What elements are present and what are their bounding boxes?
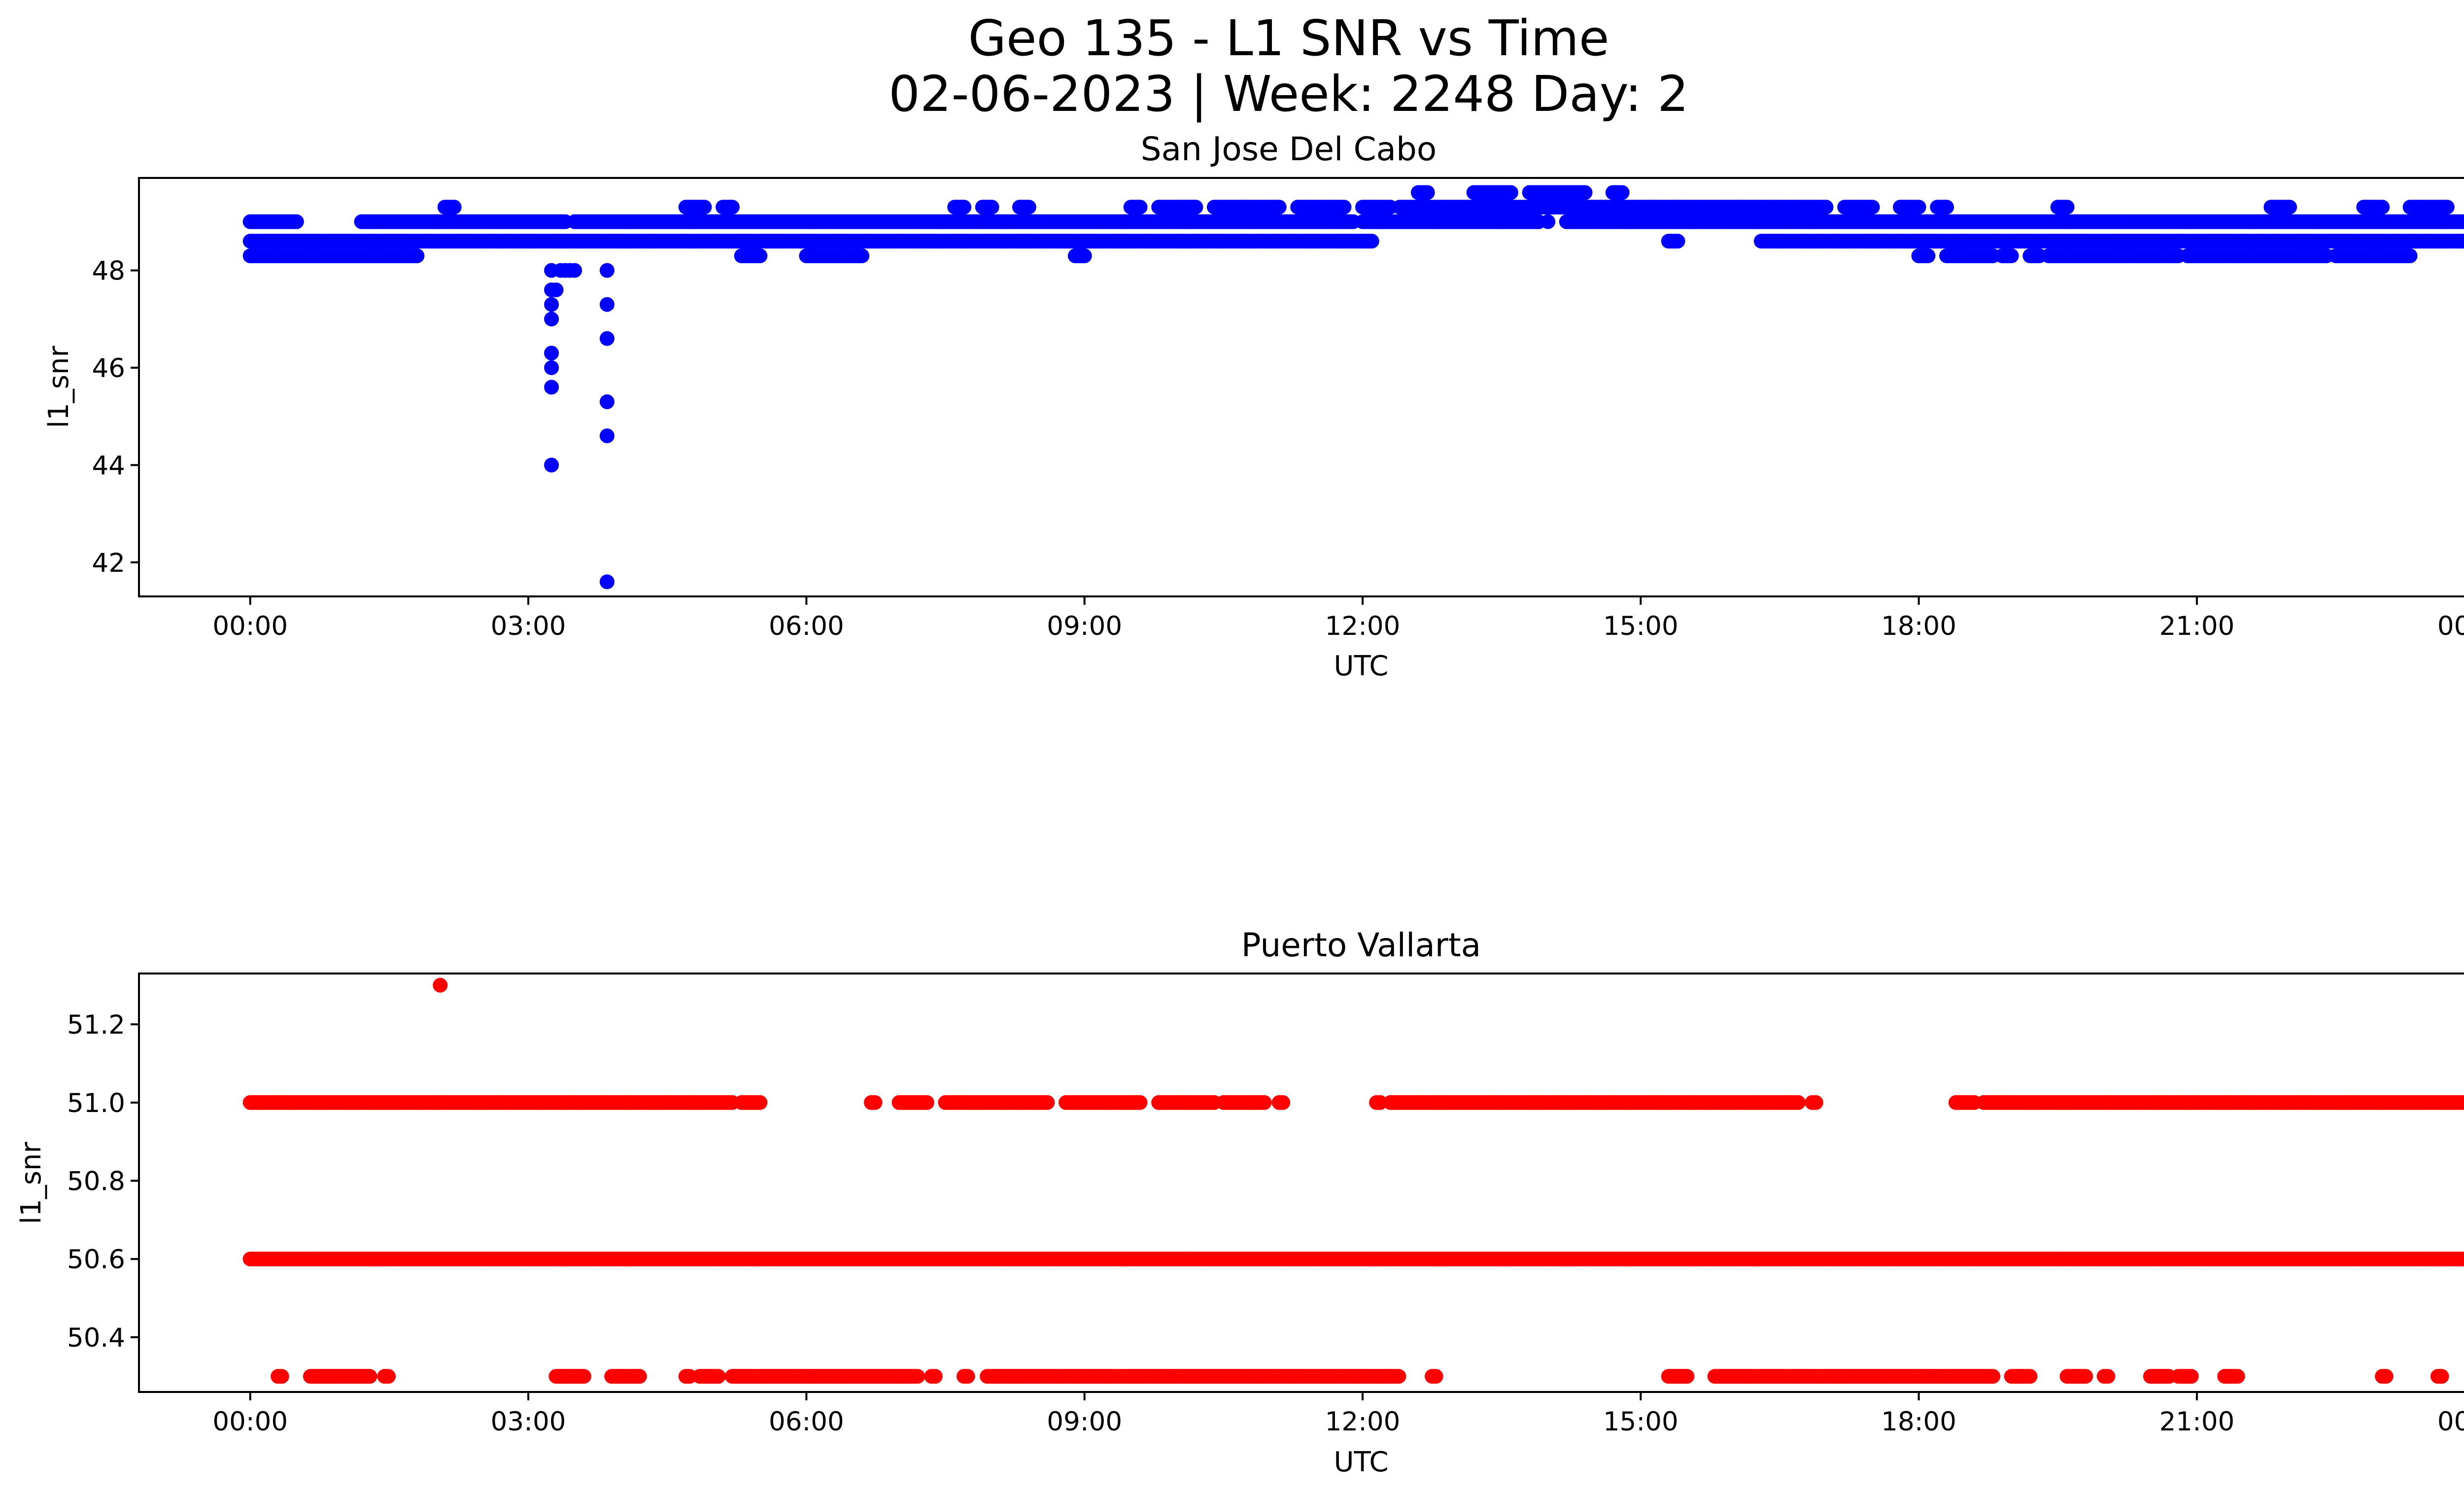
- x-tick-label: 12:00: [1325, 611, 1401, 641]
- chart-puerto-vallarta: Puerto Vallarta 00:00 03:00 06:00 09:00 12:0…: [15, 926, 2464, 1478]
- data-point: [984, 200, 999, 215]
- data-point: [867, 1095, 883, 1110]
- data-point: [2004, 248, 2019, 263]
- y-tick-label: 48: [92, 256, 125, 286]
- data-point: [544, 360, 559, 375]
- data-point: [1021, 200, 1036, 215]
- data-point: [1077, 248, 1092, 263]
- data-point: [1132, 1095, 1148, 1110]
- data-point: [855, 248, 870, 263]
- data-point: [544, 297, 559, 312]
- data-point: [1614, 185, 1630, 200]
- data-point: [1865, 200, 1880, 215]
- data-point: [544, 346, 559, 361]
- data-point: [2462, 236, 2464, 246]
- figure-title-line2: 02-06-2023 | Week: 2248 Day: 2: [889, 65, 1688, 123]
- data-point: [599, 574, 615, 590]
- data-point: [1577, 185, 1593, 200]
- data-point: [544, 380, 559, 395]
- data-point: [289, 214, 304, 229]
- data-point: [544, 312, 559, 327]
- x-tick-label: 21:00: [2159, 611, 2235, 641]
- data-point: [697, 200, 712, 215]
- data-point: [1939, 200, 1954, 215]
- chart-1-x-axis: 00:00 03:00 06:00 09:00 12:00 15:00 18:00 21:00…: [212, 596, 2464, 641]
- data-point: [753, 248, 768, 263]
- data-point: [1808, 1095, 1823, 1110]
- data-point: [1540, 214, 1556, 229]
- chart-1-y-axis: 42 44 46 48: [92, 256, 139, 578]
- x-tick-label: 03:00: [491, 611, 566, 641]
- data-point: [1670, 234, 1685, 249]
- chart-2-title: Puerto Vallarta: [1241, 926, 1481, 964]
- chart-san-jose-del-cabo: San Jose Del Cabo 00:00 03:00 06:00 09:00 12…: [43, 130, 2464, 682]
- data-point: [1364, 234, 1379, 249]
- chart-1-points: [242, 185, 2464, 590]
- x-tick-label: 00:00: [212, 611, 288, 641]
- data-point: [567, 263, 582, 278]
- data-point: [919, 1095, 934, 1110]
- data-point: [544, 457, 559, 473]
- x-tick-label: 18:00: [1881, 611, 1956, 641]
- y-tick-label: 42: [92, 548, 125, 578]
- x-tick-label: 06:00: [769, 611, 844, 641]
- x-tick-label: 09:00: [1047, 611, 1122, 641]
- y-tick-label: 44: [92, 451, 125, 481]
- data-point: [548, 282, 564, 298]
- data-point: [1504, 185, 1518, 200]
- x-tick-label: 00:00: [2437, 611, 2464, 641]
- data-point: [2402, 248, 2418, 263]
- x-tick-label: 15:00: [1603, 611, 1678, 641]
- data-point: [1188, 200, 1203, 215]
- data-point: [957, 200, 972, 215]
- data-point: [2059, 200, 2075, 215]
- data-point: [1132, 200, 1148, 215]
- data-point: [1275, 1095, 1291, 1110]
- data-point: [599, 428, 615, 444]
- data-point: [724, 200, 740, 215]
- data-point: [599, 297, 615, 312]
- data-point: [753, 1095, 768, 1110]
- data-point: [1271, 200, 1287, 215]
- data-point: [599, 331, 615, 346]
- chart-1-title: San Jose Del Cabo: [1141, 130, 1437, 168]
- data-point: [2282, 200, 2297, 215]
- chart-1-y-label: l1_snr: [43, 346, 75, 428]
- data-point: [599, 394, 615, 410]
- data-point: [2375, 200, 2390, 215]
- data-point: [1920, 248, 1936, 263]
- data-point: [1257, 1095, 1272, 1110]
- data-point: [446, 200, 462, 215]
- data-point: [1336, 200, 1352, 215]
- y-tick-label: 46: [92, 353, 125, 383]
- chart-1-x-label: UTC: [1334, 650, 1388, 682]
- data-point: [1040, 1095, 1055, 1110]
- figure-title-line1: Geo 135 - L1 SNR vs Time: [968, 9, 1609, 67]
- data-point: [1818, 200, 1834, 215]
- data-point: [410, 248, 425, 263]
- data-point: [1791, 1095, 1806, 1110]
- chart-2-points: [242, 977, 2464, 1384]
- data-point: [1911, 200, 1926, 215]
- data-point: [599, 263, 615, 278]
- data-point: [2439, 200, 2455, 215]
- data-point: [1420, 185, 1435, 200]
